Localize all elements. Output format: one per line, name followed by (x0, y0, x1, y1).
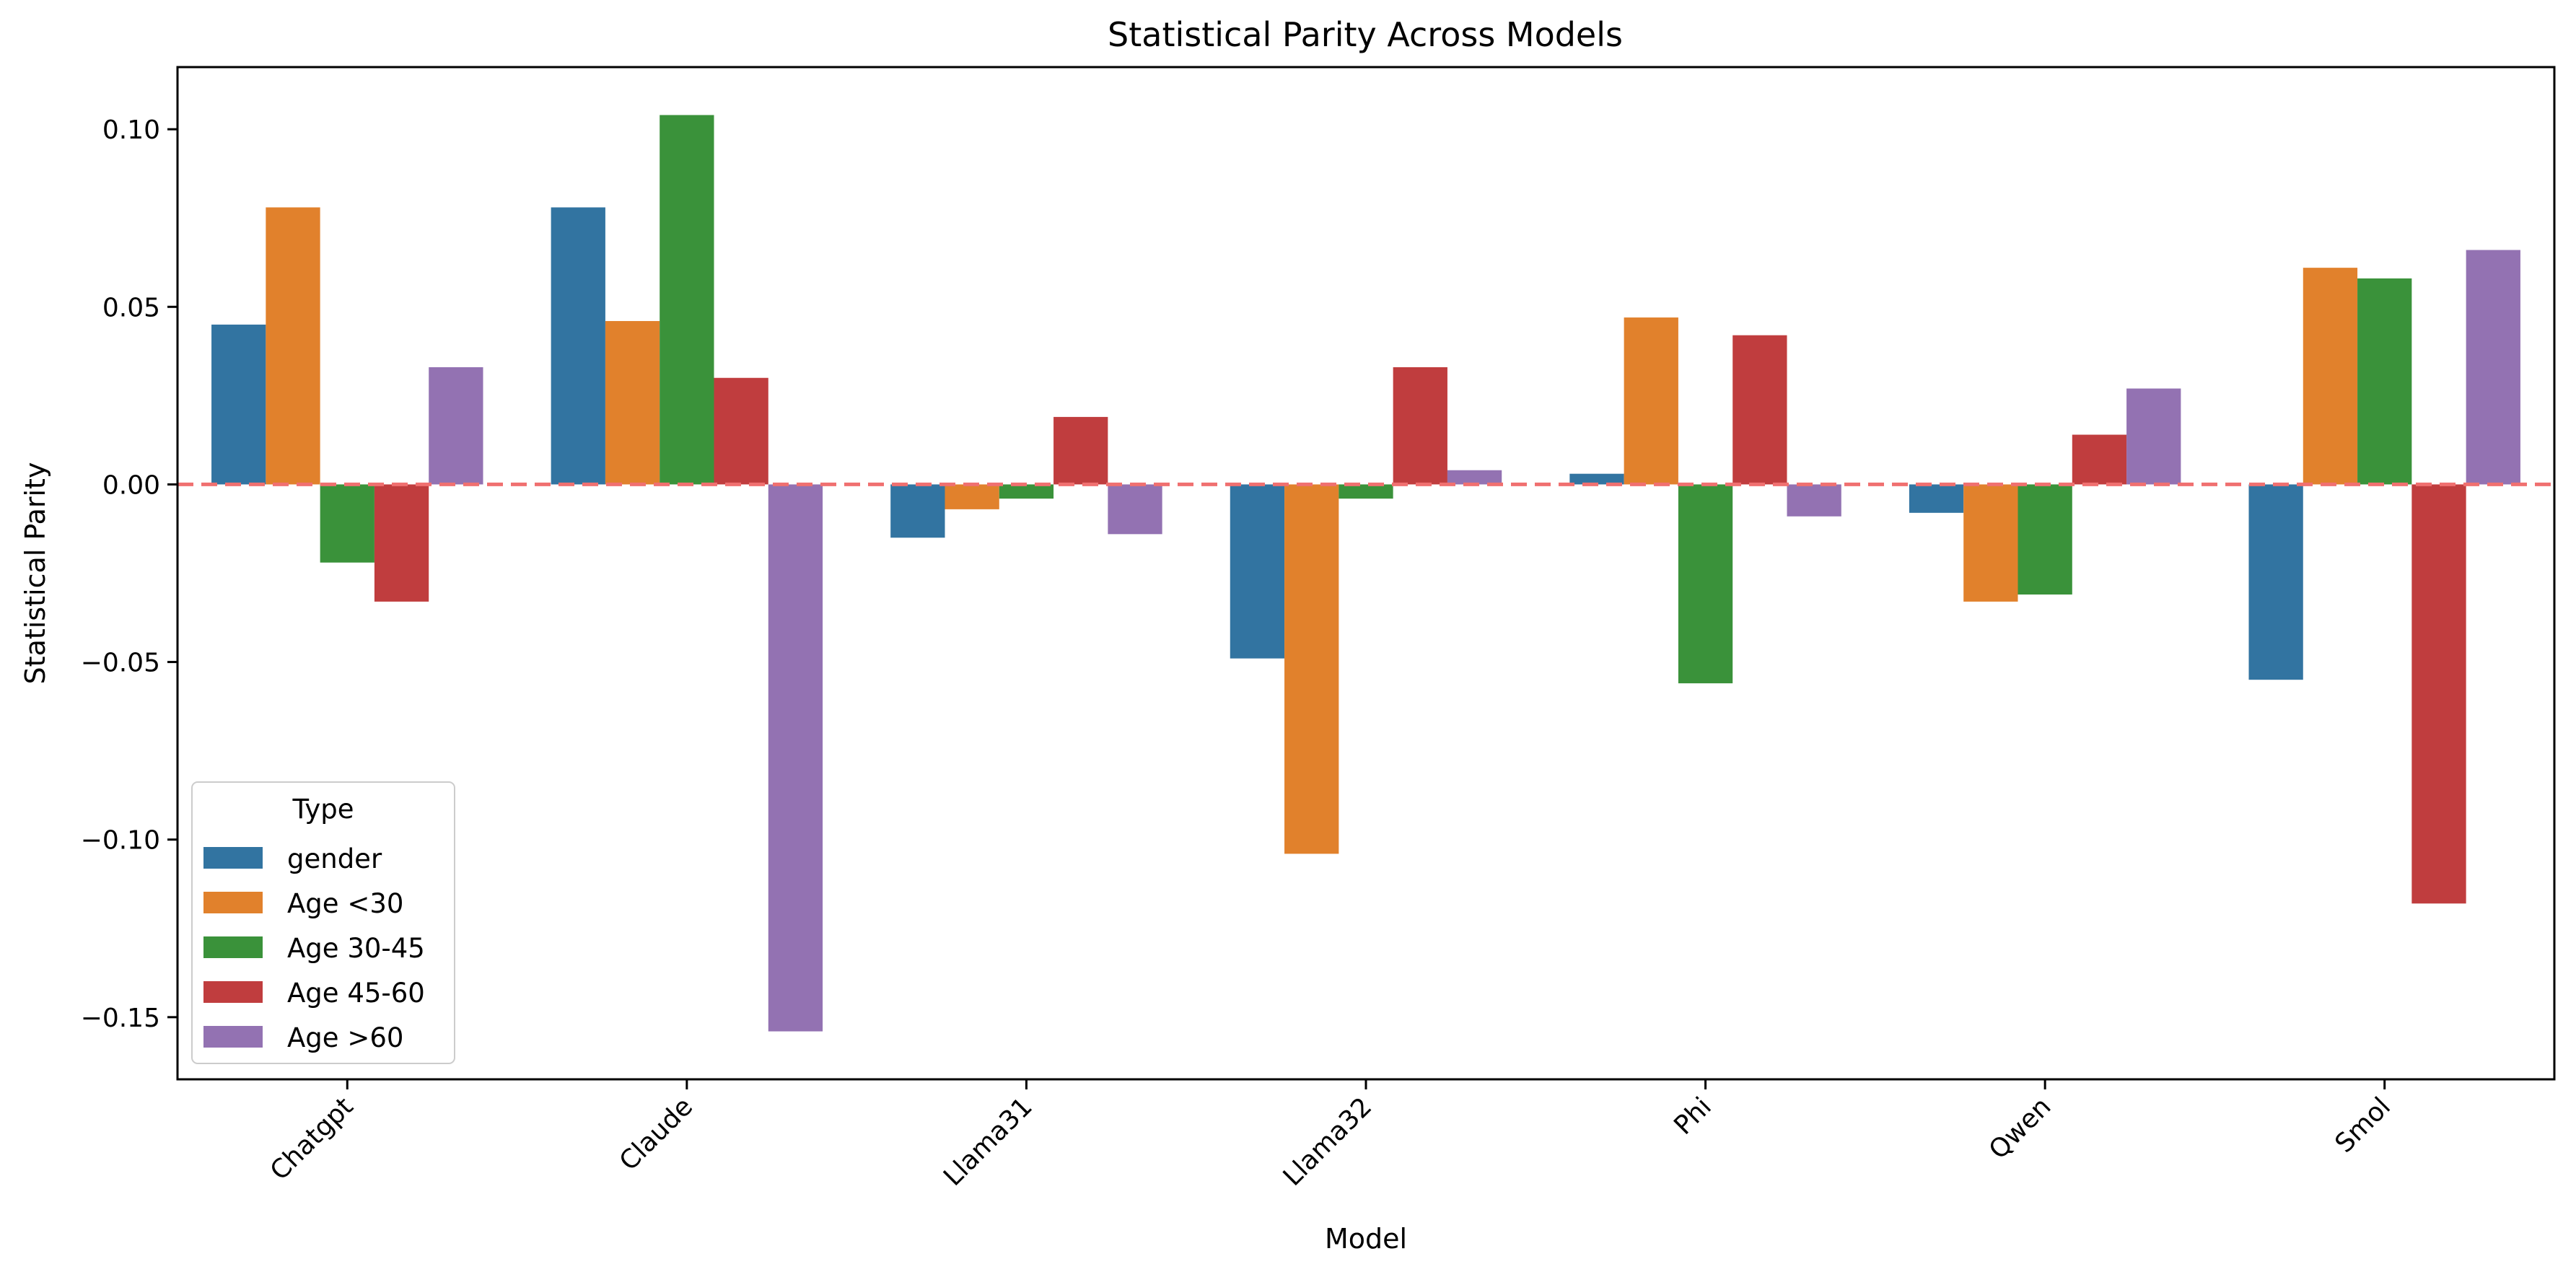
legend-label-age-30-45: Age 30-45 (287, 933, 425, 964)
bar-qwen-age-30-45 (2018, 484, 2072, 595)
bar-llama32-gender (1230, 484, 1285, 659)
bar-llama31-age-60 (1108, 484, 1162, 535)
legend-swatch-age-30 (203, 892, 263, 913)
bar-chatgpt-age-30 (266, 207, 320, 485)
x-tick-label-qwen: Qwen (1984, 1092, 2057, 1165)
bar-chatgpt-age-60 (429, 367, 483, 485)
bar-phi-gender (1569, 473, 1624, 485)
bar-phi-age-30 (1624, 317, 1678, 485)
bar-llama31-gender (890, 484, 945, 538)
bar-llama32-age-30 (1284, 484, 1339, 854)
legend-label-age-30: Age <30 (287, 888, 403, 919)
y-tick-label: −0.10 (81, 826, 160, 856)
legend-swatch-gender (203, 847, 263, 869)
legend-label-age-45-60: Age 45-60 (287, 978, 425, 1009)
x-tick-label-phi: Phi (1668, 1092, 1717, 1141)
bar-llama31-age-45-60 (1053, 416, 1108, 485)
bar-chatgpt-age-45-60 (374, 484, 429, 602)
bar-phi-age-45-60 (1732, 335, 1787, 485)
x-axis: Chatgpt Claude Llama31 Llama32 Phi Qwen Smol (265, 1079, 2396, 1192)
bar-llama32-age-60 (1447, 470, 1502, 485)
bar-phi-age-30-45 (1678, 484, 1733, 684)
x-tick-label-llama32: Llama32 (1278, 1092, 1378, 1192)
bar-qwen-age-45-60 (2072, 434, 2127, 485)
y-tick-label: 0.05 (102, 293, 160, 322)
bar-claude-age-30-45 (660, 115, 714, 485)
legend-items: gender Age <30 Age 30-45 Age 45-60 Age >60 (203, 843, 425, 1053)
legend-label-gender: gender (287, 843, 382, 874)
bars-group (211, 115, 2520, 1032)
legend-swatch-age-60 (203, 1026, 263, 1048)
bar-qwen-gender (1909, 484, 1964, 513)
y-tick-label: −0.05 (81, 649, 160, 678)
bar-phi-age-60 (1787, 484, 1841, 517)
bar-qwen-age-60 (2126, 388, 2181, 485)
x-tick-label-llama31: Llama31 (938, 1092, 1038, 1192)
plot-frame (176, 66, 2556, 1081)
x-tick-label-smol: Smol (2329, 1092, 2396, 1159)
x-axis-title: Model (1325, 1223, 1407, 1255)
bar-qwen-age-30 (1963, 484, 2018, 602)
bar-claude-age-30 (605, 320, 660, 485)
y-tick-label: 0.00 (102, 470, 160, 500)
legend-swatch-age-30-45 (203, 936, 263, 958)
bar-llama31-age-30 (945, 484, 999, 509)
bar-chatgpt-gender (211, 324, 266, 485)
legend-title: Type (292, 794, 354, 825)
legend: Type gender Age <30 Age 30-45 Age 45-60 Age … (191, 781, 455, 1064)
chart-title: Statistical Parity Across Models (1108, 15, 1623, 54)
bar-smol-age-30 (2303, 268, 2358, 485)
bar-smol-age-30-45 (2357, 278, 2412, 485)
bar-claude-age-45-60 (714, 377, 768, 485)
y-tick-label: −0.15 (81, 1004, 160, 1033)
bar-chatgpt-age-30-45 (320, 484, 374, 563)
legend-swatch-age-45-60 (203, 981, 263, 1003)
x-tick-label-claude: Claude (614, 1092, 698, 1176)
bar-llama32-age-45-60 (1393, 367, 1447, 485)
bar-llama31-age-30-45 (999, 484, 1054, 499)
bar-claude-gender (551, 207, 605, 485)
y-axis-title: Statistical Parity (19, 462, 51, 685)
bar-llama32-age-30-45 (1339, 484, 1393, 499)
bar-smol-age-45-60 (2411, 484, 2466, 904)
y-tick-label: 0.10 (102, 115, 160, 145)
legend-label-age-60: Age >60 (287, 1022, 403, 1053)
bar-smol-age-60 (2466, 250, 2520, 485)
x-tick-label-chatgpt: Chatgpt (265, 1092, 359, 1186)
bar-smol-gender (2248, 484, 2303, 680)
y-axis: 0.10 0.05 0.00 −0.05 −0.10 −0.15 (81, 115, 178, 1033)
bar-claude-age-60 (768, 484, 823, 1032)
